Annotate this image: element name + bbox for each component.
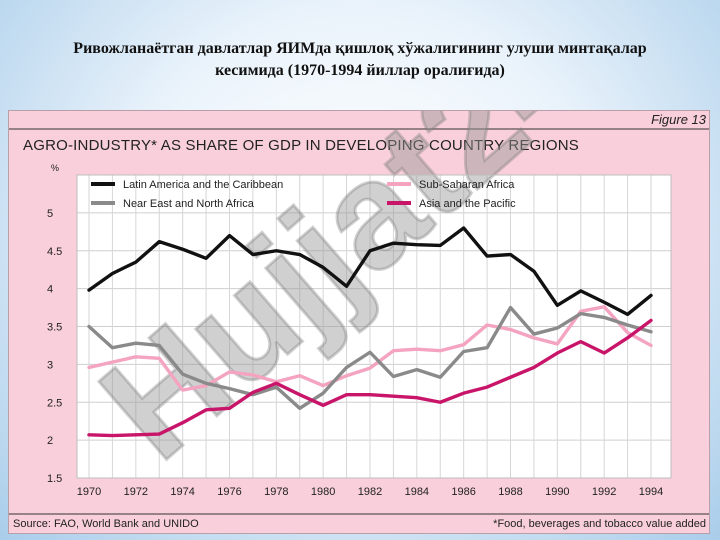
series-line-1 — [87, 226, 653, 317]
series-lines — [87, 226, 653, 438]
x-tick-label: 1992 — [592, 486, 616, 498]
plot-frame — [76, 174, 672, 479]
chart-title: AGRO-INDUSTRY* AS SHARE OF GDP IN DEVELO… — [23, 137, 579, 154]
figure-label: Figure 13 — [651, 112, 707, 127]
x-tick-label: 1974 — [170, 486, 194, 498]
x-tick-label: 1976 — [217, 486, 241, 498]
footnote: *Food, beverages and tobacco value added — [493, 518, 706, 530]
y-tick-label: 3 — [47, 359, 53, 371]
x-tick-label: 1994 — [639, 486, 663, 498]
y-tick-label: 4.5 — [47, 246, 62, 258]
legend-label: Latin America and the Caribbean — [123, 179, 283, 191]
x-tick-label: 1982 — [358, 486, 382, 498]
legend: Latin America and the Caribbean Near East… — [91, 179, 516, 210]
x-tick-label: 1978 — [264, 486, 288, 498]
legend-label: Asia and the Pacific — [419, 198, 516, 210]
x-tick-label: 1988 — [498, 486, 522, 498]
series-line-4 — [87, 318, 653, 438]
series-line-3 — [87, 305, 653, 411]
legend-label: Near East and North Africa — [123, 198, 255, 210]
axes: 1.5 2 2.5 3 3.5 4 4.5 5 1970 1972 1974 1976 1978 1980… — [47, 174, 672, 498]
legend-label: Sub-Saharan Africa — [419, 179, 515, 191]
x-tick-label: 1984 — [405, 486, 429, 498]
slide-title-line1: Ривожланаётган давлатлар ЯИМда қишлоқ хў… — [73, 40, 647, 57]
x-tick-label: 1990 — [545, 486, 569, 498]
source-note: Source: FAO, World Bank and UNIDO — [13, 518, 199, 530]
line-chart: Figure 13 AGRO-INDUSTRY* AS SHARE OF GDP… — [9, 111, 709, 530]
y-tick-label: 2.5 — [47, 397, 62, 409]
y-tick-label: 3.5 — [47, 322, 62, 334]
series-line-2 — [87, 305, 653, 392]
x-tick-label: 1986 — [451, 486, 475, 498]
x-tick-label: 1980 — [311, 486, 335, 498]
slide-title-line2: кесимида (1970-1994 йиллар оралиғида) — [215, 62, 505, 79]
y-axis-unit: % — [51, 163, 59, 173]
y-tick-label: 4 — [47, 284, 53, 296]
grid — [77, 175, 671, 479]
y-tick-label: 1.5 — [47, 473, 62, 485]
slide-title: Ривожланаётган давлатлар ЯИМда қишлоқ хў… — [20, 38, 700, 82]
y-tick-label: 2 — [47, 435, 53, 447]
x-tick-label: 1972 — [124, 486, 148, 498]
x-tick-label: 1970 — [77, 486, 101, 498]
y-tick-label: 5 — [47, 208, 53, 220]
chart-figure: Figure 13 AGRO-INDUSTRY* AS SHARE OF GDP… — [8, 110, 710, 534]
